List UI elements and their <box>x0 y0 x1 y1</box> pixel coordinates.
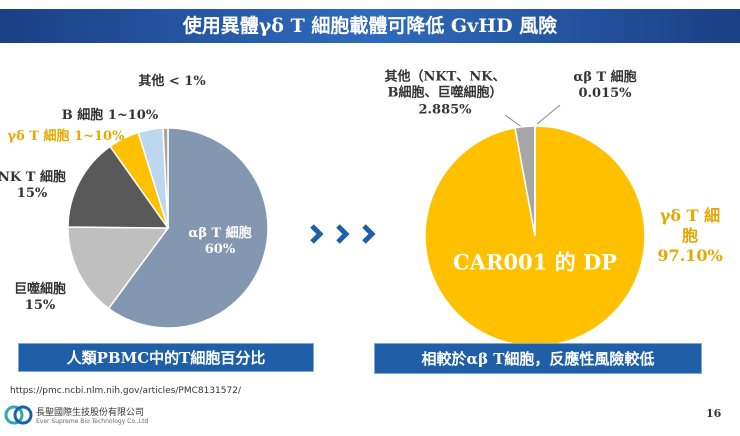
header-title: 使用異體γδ T 細胞載體可降低 GvHD 風險 <box>182 15 558 37</box>
pie-slice <box>67 226 170 310</box>
slice-label: B 細胞 1~10% <box>62 108 158 124</box>
category-label: 其他 <box>138 73 165 89</box>
leader-line <box>536 104 561 125</box>
value-label: 15% <box>16 186 48 201</box>
slice-label: γδ T 細胞 1~10% <box>8 129 125 145</box>
value-label: 97.10% <box>657 246 723 265</box>
caption: 相較於αβ T細胞，反應性風險較低 <box>374 343 702 374</box>
source: https://pmc.ncbi.nlm.nih.gov/articles/PM… <box>10 386 241 396</box>
page-number: 16 <box>706 407 722 420</box>
pie-slice <box>107 127 269 329</box>
category-label: 其他（NKT、NK、 B細胞、巨噬細胞） <box>384 69 506 101</box>
slice-label: αβ T 細胞 0.015% <box>573 70 636 103</box>
slice-label: 巨噬細胞 15% <box>14 282 66 315</box>
category-label: B 細胞 <box>61 107 104 123</box>
logo <box>4 405 33 425</box>
value-label: 1~10% <box>74 128 125 144</box>
annotation: CAR001 的 DP <box>453 250 617 275</box>
value-label: 0.015% <box>578 86 632 101</box>
header-bar <box>0 9 740 43</box>
leader-line <box>504 114 524 129</box>
slice-label: NK T 細胞 15% <box>0 170 66 203</box>
category-label: γδ T 細胞 <box>659 206 721 245</box>
value-label: 1~10% <box>107 107 159 123</box>
pie-slice <box>162 127 169 229</box>
slice-label: αβ T 細胞 60% <box>188 226 251 259</box>
category-label: γδ T 細胞 <box>7 128 70 144</box>
category-label: αβ T 細胞 <box>188 225 252 241</box>
value-label: 15% <box>24 298 56 313</box>
slice-label: 其他（NKT、NK、 B細胞、巨噬細胞） 2.885% <box>384 70 505 119</box>
slice-label: 其他 < 1% <box>138 74 205 90</box>
caption: 人類PBMC中的T細胞百分比 <box>18 343 314 372</box>
category-label: αβ T 細胞 <box>573 69 637 85</box>
value-label: 60% <box>204 242 236 257</box>
company-en: Ever Supreme Bio Technology Co.,Ltd <box>36 418 149 425</box>
value-label: 2.885% <box>418 102 472 118</box>
value-label: < 1% <box>168 73 206 89</box>
category-label: 巨噬細胞 <box>13 281 67 297</box>
arrows <box>310 224 376 244</box>
company: 長聖國際生技股份有限公司 <box>36 408 145 418</box>
pie-slice <box>67 145 170 229</box>
category-label: NK T 細胞 <box>0 169 66 185</box>
slice-label: γδ T 細胞 97.10% <box>657 206 722 266</box>
